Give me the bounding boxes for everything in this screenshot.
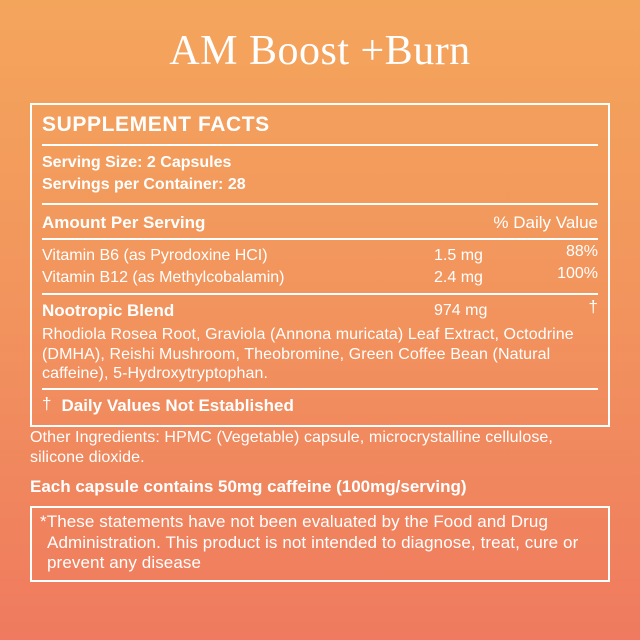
servings-per-container: Servings per Container: 28: [42, 176, 246, 193]
nutrient-daily-value: 100%: [557, 265, 598, 282]
caffeine-note: Each capsule contains 50mg caffeine (100…: [30, 477, 467, 496]
facts-header: SUPPLEMENT FACTS: [42, 113, 270, 136]
blend-name: Nootropic Blend: [42, 301, 175, 320]
amount-per-serving-label: Amount Per Serving: [42, 213, 206, 232]
blend-daily-value-dagger: †: [588, 297, 598, 316]
nutrient-name: Vitamin B6 (as Pyrodoxine HCI): [42, 247, 268, 264]
nutrient-amount: 2.4 mg: [434, 269, 483, 286]
fda-disclaimer-panel: *These statements have not been evaluate…: [30, 506, 610, 582]
divider: [42, 203, 598, 205]
table-row: Vitamin B12 (as Methylcobalamin) 2.4 mg …: [42, 265, 598, 289]
daily-value-label: % Daily Value: [493, 213, 598, 232]
divider: [42, 238, 598, 240]
dagger-symbol: †: [42, 393, 52, 413]
divider: [42, 144, 598, 146]
divider: [42, 387, 598, 390]
blend-ingredients: Rhodiola Rosea Root, Graviola (Annona mu…: [42, 326, 574, 382]
other-ingredients: Other Ingredients: HPMC (Vegetable) caps…: [30, 429, 553, 466]
blend-amount: 974 mg: [434, 302, 488, 319]
nutrient-name: Vitamin B12 (as Methylcobalamin): [42, 269, 285, 286]
blend-row: Nootropic Blend 974 mg †: [42, 297, 598, 321]
column-header-row: Amount Per Serving % Daily Value: [42, 211, 598, 234]
table-row: Vitamin B6 (as Pyrodoxine HCI) 1.5 mg 88…: [42, 243, 598, 267]
nutrient-daily-value: 88%: [565, 243, 598, 260]
serving-size: Serving Size: 2 Capsules: [42, 154, 232, 171]
product-title: AM Boost +Burn: [169, 28, 471, 74]
nutrient-amount: 1.5 mg: [434, 247, 483, 264]
additional-info: Other Ingredients: HPMC (Vegetable) caps…: [30, 428, 610, 497]
footnote-text: Daily Values Not Established: [61, 395, 294, 415]
daily-value-footnote: † Daily Values Not Established: [42, 393, 598, 417]
divider: [42, 293, 598, 295]
fda-disclaimer-text: *These statements have not been evaluate…: [40, 512, 579, 572]
supplement-facts-panel: SUPPLEMENT FACTS Serving Size: 2 Capsule…: [30, 103, 610, 427]
